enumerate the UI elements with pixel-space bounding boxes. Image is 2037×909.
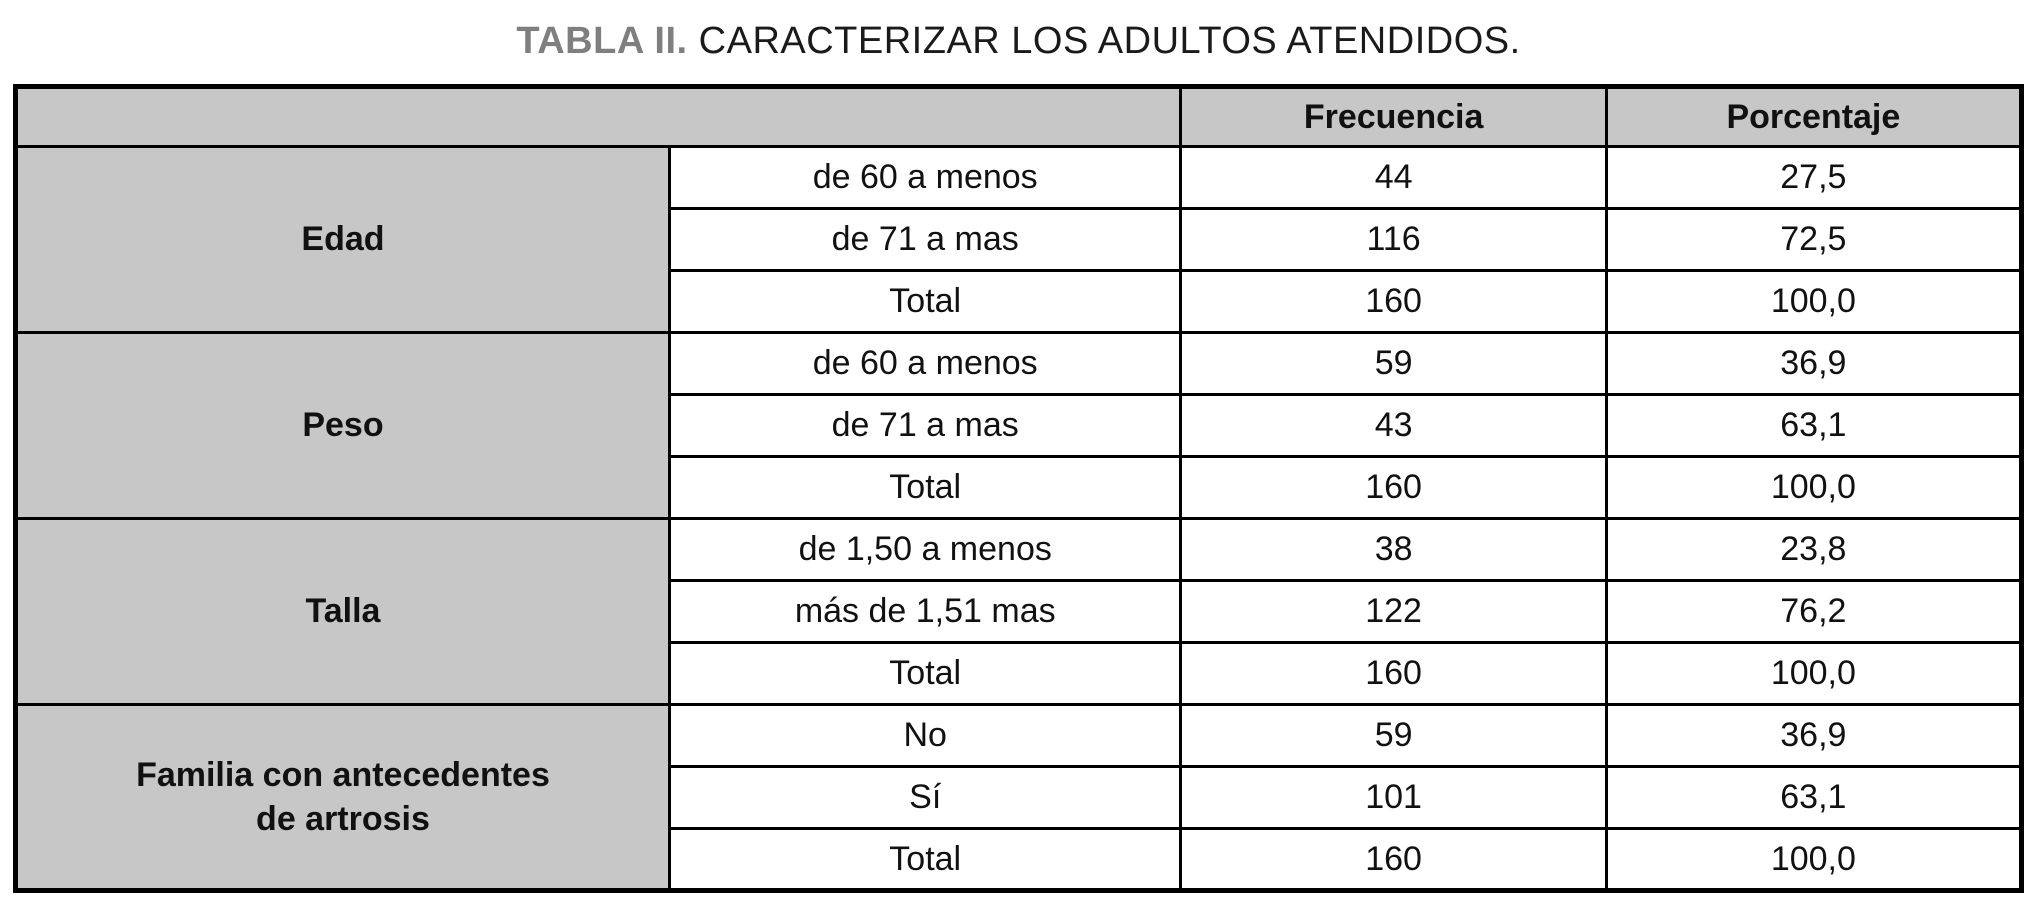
porcentaje-cell: 36,9: [1604, 331, 2024, 396]
frecuencia-cell: 122: [1179, 579, 1608, 644]
frecuencia-cell: 38: [1179, 517, 1608, 582]
frecuencia-cell: 160: [1179, 641, 1608, 706]
table-title-number: TABLA II.: [516, 20, 688, 62]
table-row: Familia con antecedentes de artrosis No …: [14, 703, 2024, 892]
porcentaje-cell: 100,0: [1604, 827, 2024, 892]
row-label-cell: de 71 a mas: [667, 207, 1183, 272]
row-label-cell: No: [667, 703, 1183, 768]
porcentaje-cell: 23,8: [1604, 517, 2024, 582]
porcentaje-cell: 63,1: [1604, 393, 2024, 458]
category-cell-talla: Talla: [14, 517, 671, 706]
header-row: Frecuencia Porcentaje: [13, 85, 2024, 148]
row-label-cell: de 71 a mas: [667, 393, 1183, 458]
row-label-cell: de 1,50 a menos: [667, 517, 1183, 582]
frecuencia-cell: 116: [1179, 207, 1608, 272]
category-cell-peso: Peso: [14, 331, 671, 520]
table-row: Total 160 100,0: [16, 455, 2024, 520]
frecuencia-cell: 59: [1179, 703, 1608, 768]
porcentaje-cell: 76,2: [1604, 579, 2024, 644]
table-row: Sí 101 63,1: [16, 765, 2024, 830]
table-row: Edad de 60 a menos 44 27,5: [14, 145, 2024, 334]
table-row: Talla de 1,50 a menos 38 23,8: [14, 517, 2024, 706]
header-porcentaje: Porcentaje: [1604, 85, 2024, 148]
frecuencia-cell: 160: [1179, 269, 1608, 334]
data-table: Frecuencia Porcentaje Edad de 60 a menos…: [13, 84, 2024, 893]
frecuencia-cell: 59: [1179, 331, 1608, 396]
frecuencia-cell: 101: [1179, 765, 1608, 830]
table-row: de 71 a mas 116 72,5: [16, 207, 2024, 272]
table-row: Peso de 60 a menos 59 36,9: [14, 331, 2024, 520]
row-label-cell: Total: [667, 641, 1183, 706]
row-label-cell: Total: [667, 269, 1183, 334]
porcentaje-cell: 27,5: [1604, 145, 2024, 210]
frecuencia-cell: 43: [1179, 393, 1608, 458]
category-cell-familia-antecedentes: Familia con antecedentes de artrosis: [14, 703, 671, 892]
porcentaje-cell: 63,1: [1604, 765, 2024, 830]
category-cell-edad: Edad: [14, 145, 671, 334]
table-row: Total 160 100,0: [16, 641, 2024, 706]
porcentaje-cell: 72,5: [1604, 207, 2024, 272]
frecuencia-cell: 44: [1179, 145, 1608, 210]
row-label-cell: Total: [667, 827, 1183, 892]
table-title: TABLA II. CARACTERIZAR LOS ADULTOS ATEND…: [0, 0, 2037, 84]
frecuencia-cell: 160: [1179, 827, 1608, 892]
table-row: de 71 a mas 43 63,1: [16, 393, 2024, 458]
porcentaje-cell: 36,9: [1604, 703, 2024, 768]
table-row: más de 1,51 mas 122 76,2: [16, 579, 2024, 644]
header-frecuencia: Frecuencia: [1179, 85, 1608, 148]
header-empty-cell: [13, 85, 1183, 148]
table-row: Total 160 100,0: [16, 269, 2024, 334]
row-label-cell: Total: [667, 455, 1183, 520]
row-label-cell: Sí: [667, 765, 1183, 830]
row-label-cell: más de 1,51 mas: [667, 579, 1183, 644]
porcentaje-cell: 100,0: [1604, 455, 2024, 520]
row-label-cell: de 60 a menos: [667, 145, 1183, 210]
table-row: Total 160 100,0: [16, 827, 2024, 892]
frecuencia-cell: 160: [1179, 455, 1608, 520]
table-title-text: CARACTERIZAR LOS ADULTOS ATENDIDOS.: [698, 20, 1521, 62]
porcentaje-cell: 100,0: [1604, 641, 2024, 706]
row-label-cell: de 60 a menos: [667, 331, 1183, 396]
porcentaje-cell: 100,0: [1604, 269, 2024, 334]
